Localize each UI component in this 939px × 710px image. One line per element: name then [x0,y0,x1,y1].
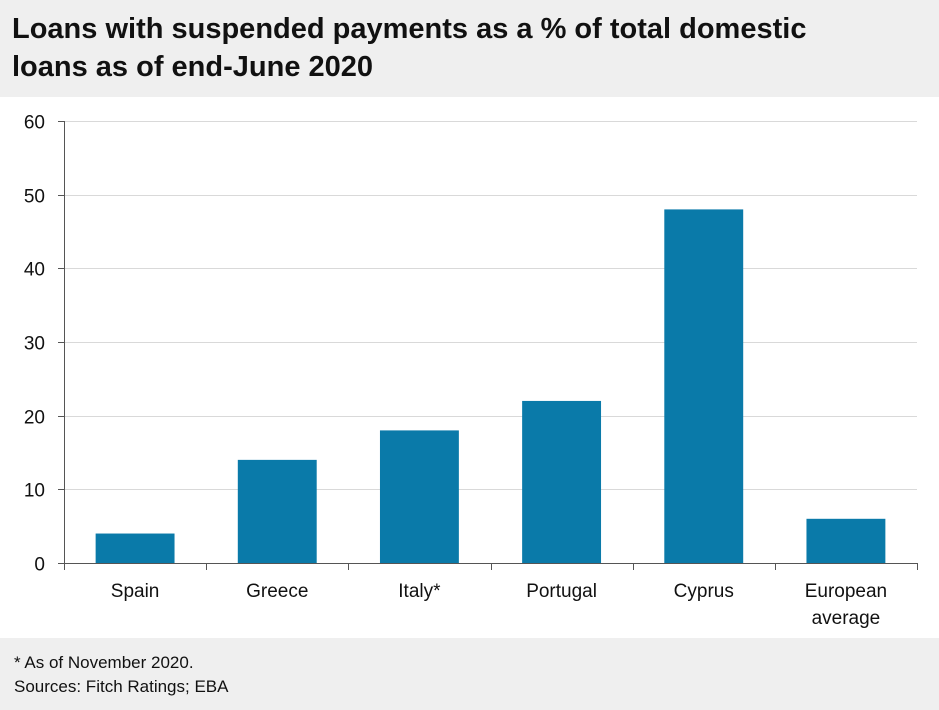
bar [379,430,459,563]
bar [664,209,744,563]
bar [522,400,602,563]
x-category-label: Italy* [398,581,441,602]
axis-labels: 0 10 20 30 40 50 60 Spain Greece Italy* Portugal Cy… [24,113,887,630]
y-tick-label: 20 [24,408,45,429]
sources-note: Sources: Fitch Ratings; EBA [14,677,229,696]
y-tick-label: 60 [24,113,45,134]
bar [237,459,317,563]
bar [95,533,175,563]
y-tick-label: 30 [24,334,45,355]
chart-title: Loans with suspended payments as a % of … [12,10,927,86]
x-category-label: Portugal [526,581,597,602]
y-tick-label: 40 [24,260,45,281]
bars [95,209,886,563]
chart-footer: * As of November 2020. Sources: Fitch Ra… [14,651,228,699]
plot-panel: 0 10 20 30 40 50 60 Spain Greece Italy* Portugal Cy… [0,97,939,638]
x-category-label: European average [805,581,887,629]
footnote: * As of November 2020. [14,653,194,672]
y-tick-label: 10 [24,481,45,502]
x-category-label: Spain [111,581,160,602]
y-tick-label: 50 [24,187,45,208]
chart-title-line-2: loans as of end-June 2020 [12,51,374,83]
gridlines [64,121,917,490]
y-tick-label: 0 [34,555,45,576]
bar-chart: 0 10 20 30 40 50 60 Spain Greece Italy* Portugal Cy… [24,113,918,630]
axes [58,121,918,570]
bar [806,518,886,563]
x-category-label: Cyprus [674,581,734,602]
x-category-label: Greece [246,581,308,602]
chart-title-line-1: Loans with suspended payments as a % of … [12,13,807,45]
